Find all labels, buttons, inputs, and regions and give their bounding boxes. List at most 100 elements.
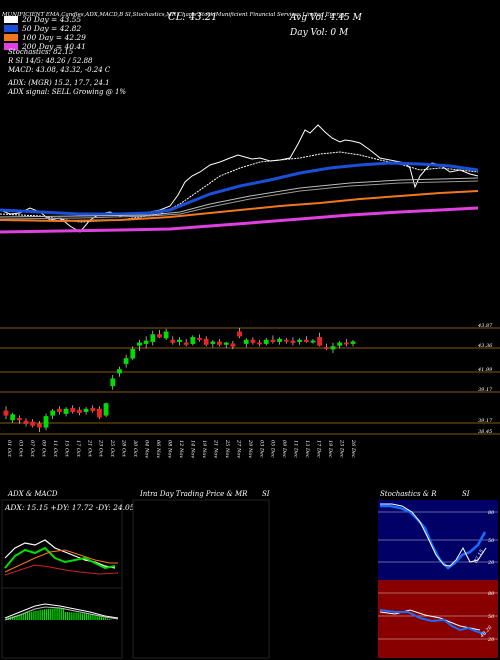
si-lower-bg [378, 580, 498, 658]
date-label: 11 Dec [293, 440, 299, 458]
stochastics-panel: Stochastics & R SI 80 50 20 80 50 20 82.… [378, 490, 498, 658]
adx-value: ADX: (MGR) 15.2, 17.7, 24.1 [7, 79, 110, 87]
date-label: 23 Dec [339, 439, 345, 458]
macd-histogram [6, 608, 114, 620]
stochastics-value: Stochastics: 82.15 [8, 48, 74, 56]
date-label: 03 Oct [17, 440, 23, 458]
candle-body [130, 348, 136, 359]
macd-bar [28, 612, 30, 620]
macd-bar [76, 612, 78, 620]
date-label: 30 Oct [132, 440, 138, 458]
macd-bar [23, 613, 25, 620]
macd-bar [49, 608, 51, 620]
date-label: 23 Oct [98, 439, 104, 458]
candle-body [350, 341, 356, 344]
candle-body [30, 421, 36, 426]
candle-body [90, 407, 96, 412]
macd-bar [51, 608, 53, 620]
stochastics-suffix: SI [462, 490, 470, 498]
candle-body [50, 410, 56, 416]
price-level-label: 43.36 [477, 343, 493, 349]
legend-swatch [4, 16, 18, 23]
macd-bar [63, 608, 65, 620]
macd-bar [15, 615, 17, 620]
avg-volume: Avg Vol: 4.45 M [289, 13, 363, 23]
candle-body [103, 403, 109, 416]
candle-body [263, 339, 269, 344]
macd-bar [74, 612, 76, 620]
candle-body [56, 408, 62, 412]
candle-body [177, 339, 182, 343]
macd-bar [91, 614, 93, 620]
macd-bar [64, 612, 67, 620]
macd-bar [59, 608, 61, 620]
date-label: 15 Oct [63, 440, 69, 458]
candle-body [217, 341, 222, 345]
macd-bar [38, 610, 40, 620]
macd-bar [11, 616, 13, 620]
ema-gray-line2 [0, 180, 479, 220]
candle-body [330, 346, 336, 350]
candle-body [303, 339, 309, 343]
candle-body [257, 342, 262, 345]
candle-body [310, 340, 316, 343]
candle-body [97, 408, 102, 418]
candle-body [36, 423, 42, 428]
date-label: 25 Nov [224, 439, 230, 458]
candle-body [237, 331, 242, 337]
candlesticks [3, 328, 356, 432]
macd-signal-line [4, 606, 119, 621]
candle-body [250, 339, 256, 343]
date-label: 09 Dec [281, 440, 287, 458]
candle-body [290, 340, 296, 343]
date-label: 19 Nov [201, 440, 207, 458]
macd-bar [25, 613, 27, 620]
candle-body [283, 339, 289, 342]
macd-bar [61, 608, 63, 620]
date-axis: 01 Oct 03 Oct 07 Oct 09 Oct 11 Oct 15 Oct 17 O… [6, 439, 356, 458]
legend-swatch [4, 25, 18, 32]
candle-body [203, 338, 209, 345]
candle-body [70, 407, 76, 412]
date-label: 27 Nov [235, 439, 241, 458]
ema200-line [0, 206, 479, 234]
stoch-tick-80: 80 [488, 510, 495, 516]
close-price: CL: 43.21 [168, 12, 217, 23]
candle-body [230, 343, 236, 347]
date-label: 11 Oct [52, 440, 58, 458]
candle-body [323, 347, 329, 350]
date-label: 06 Nov [155, 440, 161, 458]
date-label: 21 Nov [212, 439, 218, 458]
legend-label: 100 Day = 42.29 [22, 33, 86, 42]
adx-macd-title: ADX & MACD [7, 490, 58, 498]
date-label: 29 Nov [247, 439, 253, 458]
macd-bar [13, 615, 15, 620]
candle-body [337, 342, 343, 346]
adx-orange-line [4, 549, 118, 573]
ema20-line [0, 151, 479, 223]
candle-body [170, 339, 176, 343]
macd-bar [83, 613, 86, 620]
candle-body [123, 358, 129, 365]
macd-bar [106, 618, 108, 620]
ema50-line [0, 161, 479, 216]
macd-bar [102, 617, 105, 620]
candle-body [137, 342, 142, 346]
date-label: 05 Dec [270, 440, 276, 458]
ema-lines [0, 124, 479, 234]
date-label: 14 Nov [189, 440, 195, 458]
candle-body [110, 378, 116, 387]
price-levels: 43.87 43.36 41.99 39.17 39.17 38.45 [0, 323, 500, 435]
adx-signal: ADX signal: SELL Growing @ 1% [7, 88, 126, 96]
adx-green-line [4, 546, 116, 570]
candle-body [163, 331, 169, 339]
date-label: 03 Dec [258, 440, 264, 458]
date-label: 17 Oct [75, 440, 81, 458]
candle-body [277, 338, 282, 343]
price-level-label: 43.87 [477, 323, 493, 329]
si-tick-50: 50 [488, 614, 495, 620]
stochastics-title: Stochastics & R [380, 490, 437, 498]
si-line-blue [379, 609, 487, 635]
macd-bar [36, 610, 38, 620]
